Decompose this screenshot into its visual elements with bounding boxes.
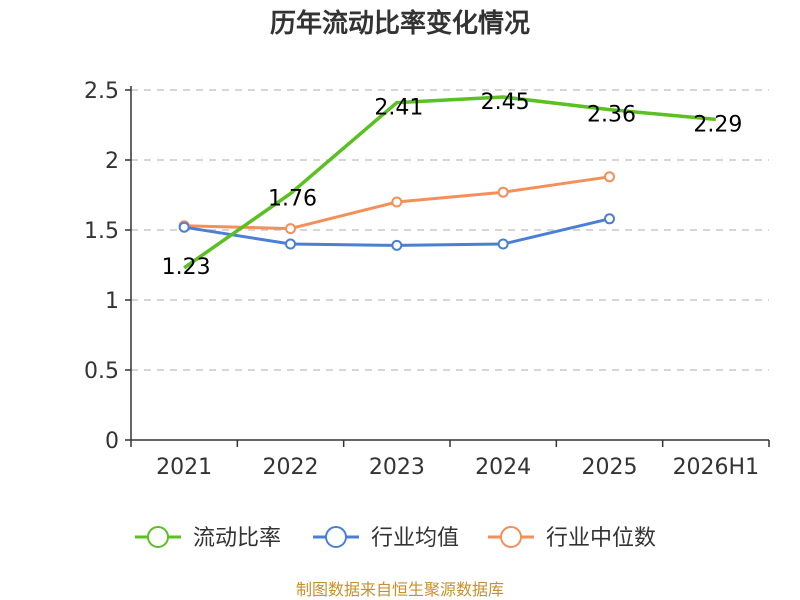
y-tick-label: 2.5 — [84, 79, 119, 104]
legend-marker — [325, 526, 347, 548]
axes: 0 0.5 1 1.5 2 2.5 2021 2022 2023 2024 2025 2026H1 — [84, 79, 770, 480]
data-point — [285, 238, 296, 250]
legend-label: 行业均值 — [371, 526, 459, 551]
legend[interactable]: 流动比率 行业均值 行业中位数 — [135, 526, 656, 551]
legend-item[interactable]: 行业均值 — [313, 526, 459, 551]
y-tick-label: 1 — [105, 289, 119, 314]
series-line — [183, 95, 716, 270]
source-note: 制图数据来自恒生聚源数据库 — [296, 580, 504, 599]
chart-title: 历年流动比率变化情况 — [270, 8, 530, 39]
data-point — [391, 239, 403, 251]
grid-lines — [131, 89, 769, 371]
legend-label: 行业中位数 — [546, 526, 656, 551]
y-tick-label: 0 — [105, 429, 119, 454]
legend-marker — [500, 526, 522, 548]
data-point — [497, 238, 509, 250]
data-label: 2.41 — [374, 96, 423, 121]
y-tick-label: 2 — [105, 149, 119, 174]
data-point — [391, 196, 403, 208]
data-label: 2.29 — [693, 112, 742, 137]
legend-label: 流动比率 — [193, 526, 281, 551]
legend-marker — [147, 526, 169, 548]
x-tick-label: 2024 — [475, 455, 531, 480]
data-label: 2.36 — [587, 103, 636, 128]
data-point — [604, 213, 615, 225]
data-labels: 1.23 1.76 2.41 2.45 2.36 2.29 — [162, 90, 743, 280]
data-point — [285, 223, 296, 235]
y-tick-label: 1.5 — [84, 219, 119, 244]
data-label: 1.23 — [162, 255, 211, 280]
data-point — [178, 221, 190, 233]
x-tick-label: 2026H1 — [673, 455, 760, 480]
legend-item[interactable]: 行业中位数 — [488, 526, 656, 551]
y-tick-label: 0.5 — [84, 359, 119, 384]
x-tick-label: 2021 — [156, 455, 212, 480]
data-label: 2.45 — [481, 90, 530, 115]
x-tick-label: 2025 — [582, 455, 638, 480]
data-label: 1.76 — [268, 187, 317, 212]
series-layer — [178, 95, 716, 270]
x-tick-label: 2023 — [369, 455, 425, 480]
x-tick-label: 2022 — [263, 455, 319, 480]
data-point — [497, 186, 509, 198]
data-point — [604, 171, 615, 183]
legend-item[interactable]: 流动比率 — [135, 526, 281, 551]
